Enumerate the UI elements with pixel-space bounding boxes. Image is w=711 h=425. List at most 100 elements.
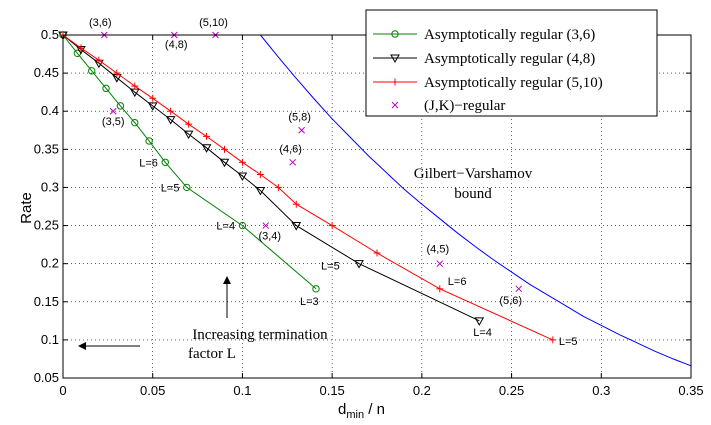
- termination-label: L=5: [321, 261, 340, 273]
- termination-label: L=5: [559, 336, 578, 348]
- jk-point-label: (3,6): [89, 17, 112, 29]
- legend-label-5-10: Asymptotically regular (5,10): [424, 75, 603, 91]
- series-3-6-point: [131, 118, 139, 127]
- legend-marker: [390, 54, 400, 64]
- y-tick-label: 0.25: [34, 218, 59, 233]
- legend-marker: [391, 78, 399, 86]
- x-tick-label: 0.25: [499, 383, 524, 398]
- x-axis-label-sub: min: [346, 409, 364, 420]
- series-layer: L=6 L=5 L=4 L=3 L=5 L=4 L=6 L=5 (3,6) (4,8) (5,10)…: [58, 17, 692, 367]
- series-5-10-line: [62, 34, 554, 341]
- series-4-8-point: [354, 260, 364, 269]
- series-jk-regular-point: [436, 260, 444, 268]
- series-3-6-line: [62, 34, 317, 290]
- x-tick-label: 0.2: [413, 383, 431, 398]
- series-5-10-point: [95, 56, 103, 64]
- y-tick-label: 0.45: [34, 65, 59, 80]
- x-tick-label: 0: [59, 383, 66, 398]
- jk-point-label: (4,8): [165, 39, 188, 51]
- series-4-8-point: [237, 172, 248, 182]
- series-5-10-point: [292, 200, 300, 208]
- jk-point-label: (4,5): [426, 244, 449, 256]
- series-5-10: L=6 L=5: [59, 31, 578, 348]
- series-3-6-point: [312, 285, 320, 293]
- gv-annotation-line2: bound: [454, 186, 492, 202]
- x-tick-label: 0.05: [140, 383, 165, 398]
- jk-point-label: (4,6): [279, 143, 302, 155]
- series-3-6-point: [116, 102, 125, 110]
- series-4-8-point: [255, 186, 266, 196]
- series-3-6-point: [238, 221, 247, 230]
- termination-label: L=3: [300, 296, 319, 308]
- termination-label: L=6: [139, 157, 158, 169]
- series-5-10-point: [185, 120, 193, 128]
- legend-label-3-6: Asymptotically regular (3,6): [424, 27, 595, 43]
- series-3-6-point: [102, 84, 110, 93]
- series-5-10-point: [373, 249, 381, 257]
- legend-marker: [391, 101, 399, 109]
- termination-label: L=4: [473, 327, 492, 339]
- series-jk-regular-point: [109, 107, 117, 115]
- ticks: 0 0.05 0.1 0.15 0.2 0.25 0.3 0.350.050.10.150.2…: [34, 27, 704, 398]
- y-tick-label: 0.35: [34, 141, 59, 156]
- jk-point-label: (3,5): [102, 116, 125, 128]
- series-5-10-point: [549, 336, 557, 344]
- series-jk-regular-point: [289, 158, 297, 166]
- x-tick-label: 0.15: [319, 383, 344, 398]
- series-jk-regular: (3,6) (4,8) (5,10) (3,5) (5,8) (4,6) (3,4) (4,5…: [89, 17, 523, 307]
- series-4-8-point: [165, 116, 176, 125]
- legend-sample-series-5-10: [373, 78, 417, 86]
- x-tick-label: 0.1: [233, 383, 251, 398]
- legend-box: [365, 9, 658, 117]
- termination-label: L=6: [448, 276, 467, 288]
- series-3-6-point: [145, 137, 153, 145]
- jk-point-label: (5,10): [199, 17, 228, 29]
- series-jk-regular-point: [515, 285, 523, 293]
- legend-sample-series-3-6: [373, 30, 417, 38]
- y-tick-label: 0.5: [41, 27, 59, 42]
- x-tick-label: 0.35: [678, 383, 703, 398]
- series-5-10-point: [436, 285, 444, 293]
- series-4-8-line: [62, 34, 480, 322]
- gv-annotation-line1: Gilbert−Varshamov: [414, 166, 533, 182]
- series-3-6-point: [161, 158, 169, 166]
- series-gv-bound: [260, 34, 692, 367]
- series-3-6: L=6 L=5 L=4 L=3: [59, 31, 320, 308]
- legend-label-4-8: Asymptotically regular (4,8): [424, 51, 595, 67]
- termination-label: L=5: [161, 182, 180, 194]
- jk-point-label: (3,4): [258, 231, 281, 243]
- arrow-up-annotation: [223, 276, 231, 318]
- series-5-10-point: [149, 94, 157, 102]
- series-5-10-point: [256, 170, 264, 178]
- series-4-8-point: [201, 144, 212, 153]
- series-5-10-point: [113, 69, 121, 77]
- series-4-8-point: [147, 102, 158, 111]
- legend-marker: [391, 30, 399, 38]
- arrow-left-annotation: [78, 342, 140, 350]
- series-5-10-point: [328, 222, 336, 230]
- series-4-8-point: [183, 130, 194, 140]
- series-5-10-point: [77, 44, 85, 52]
- legend-label-jk-regular: (J,K)−regular: [424, 98, 505, 114]
- y-axis-label: Rate: [18, 192, 35, 224]
- y-tick-label: 0.15: [34, 294, 59, 309]
- series-4-8-point: [474, 317, 485, 326]
- series-4-8-point: [291, 222, 302, 231]
- series-jk-regular-point: [298, 126, 305, 134]
- legend-sample-series-4-8: [373, 54, 417, 64]
- series-3-6-point: [183, 183, 191, 192]
- series-5-10-point: [220, 145, 228, 153]
- x-axis-label-main: d: [338, 401, 346, 418]
- y-tick-label: 0.3: [41, 179, 59, 194]
- series-jk-regular-point: [262, 222, 270, 229]
- series-4-8-point: [219, 158, 230, 168]
- legend: Asymptotically regular (3,6) Asymptotica…: [365, 9, 658, 117]
- y-tick-label: 0.2: [41, 256, 59, 271]
- x-tick-label: 0.3: [592, 383, 610, 398]
- termination-annotation-line1: Increasing termination: [192, 327, 328, 343]
- x-axis-label: dmin / n: [338, 401, 385, 420]
- series-5-10-point: [238, 158, 246, 166]
- legend-sample-series-jk-regular: [391, 101, 399, 109]
